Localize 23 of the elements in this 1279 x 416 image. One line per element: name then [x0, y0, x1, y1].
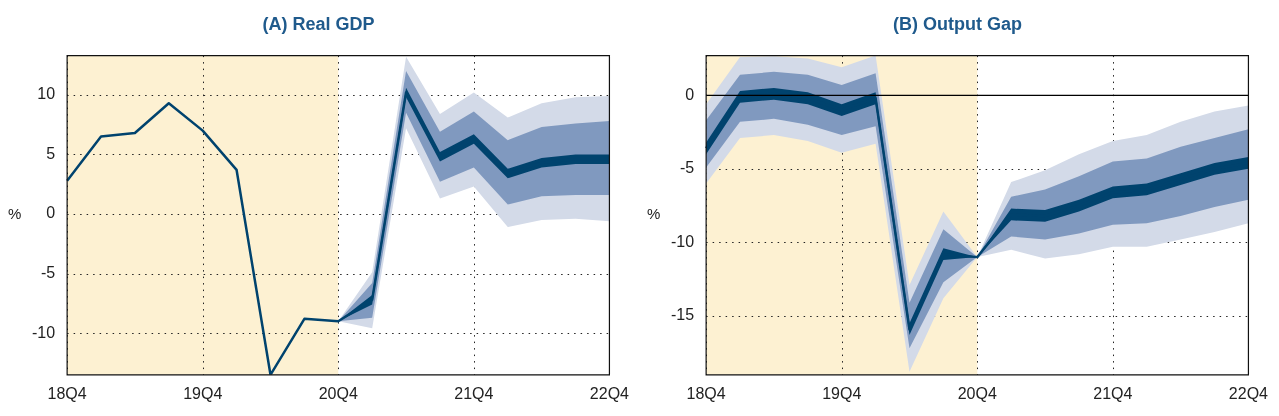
x-tick-label: 20Q4	[318, 384, 358, 402]
x-tick-label: 19Q4	[183, 384, 223, 402]
x-tick-label: 21Q4	[1093, 384, 1133, 402]
x-tick-label: 21Q4	[454, 384, 494, 402]
y-tick-label: 10	[37, 85, 56, 103]
x-tick-label: 22Q4	[589, 384, 630, 402]
y-tick-label: 5	[46, 144, 56, 162]
y-tick-label: -15	[671, 306, 695, 324]
y-tick-label: -10	[671, 232, 695, 250]
y-tick-label: -5	[40, 263, 56, 281]
x-tick-label: 22Q4	[1228, 384, 1269, 402]
y-tick-label: -5	[679, 159, 695, 177]
x-tick-label: 19Q4	[822, 384, 862, 402]
chart-title: (B) Output Gap	[893, 13, 1022, 34]
chart-title: (A) Real GDP	[262, 13, 375, 34]
y-axis-title: %	[647, 205, 661, 223]
y-axis-title: %	[8, 205, 22, 223]
x-tick-label: 20Q4	[957, 384, 997, 402]
y-tick-label: 0	[46, 204, 56, 222]
y-tick-label: 0	[685, 85, 695, 103]
x-tick-label: 18Q4	[686, 384, 726, 402]
x-tick-label: 18Q4	[47, 384, 87, 402]
y-tick-label: -10	[32, 323, 56, 341]
